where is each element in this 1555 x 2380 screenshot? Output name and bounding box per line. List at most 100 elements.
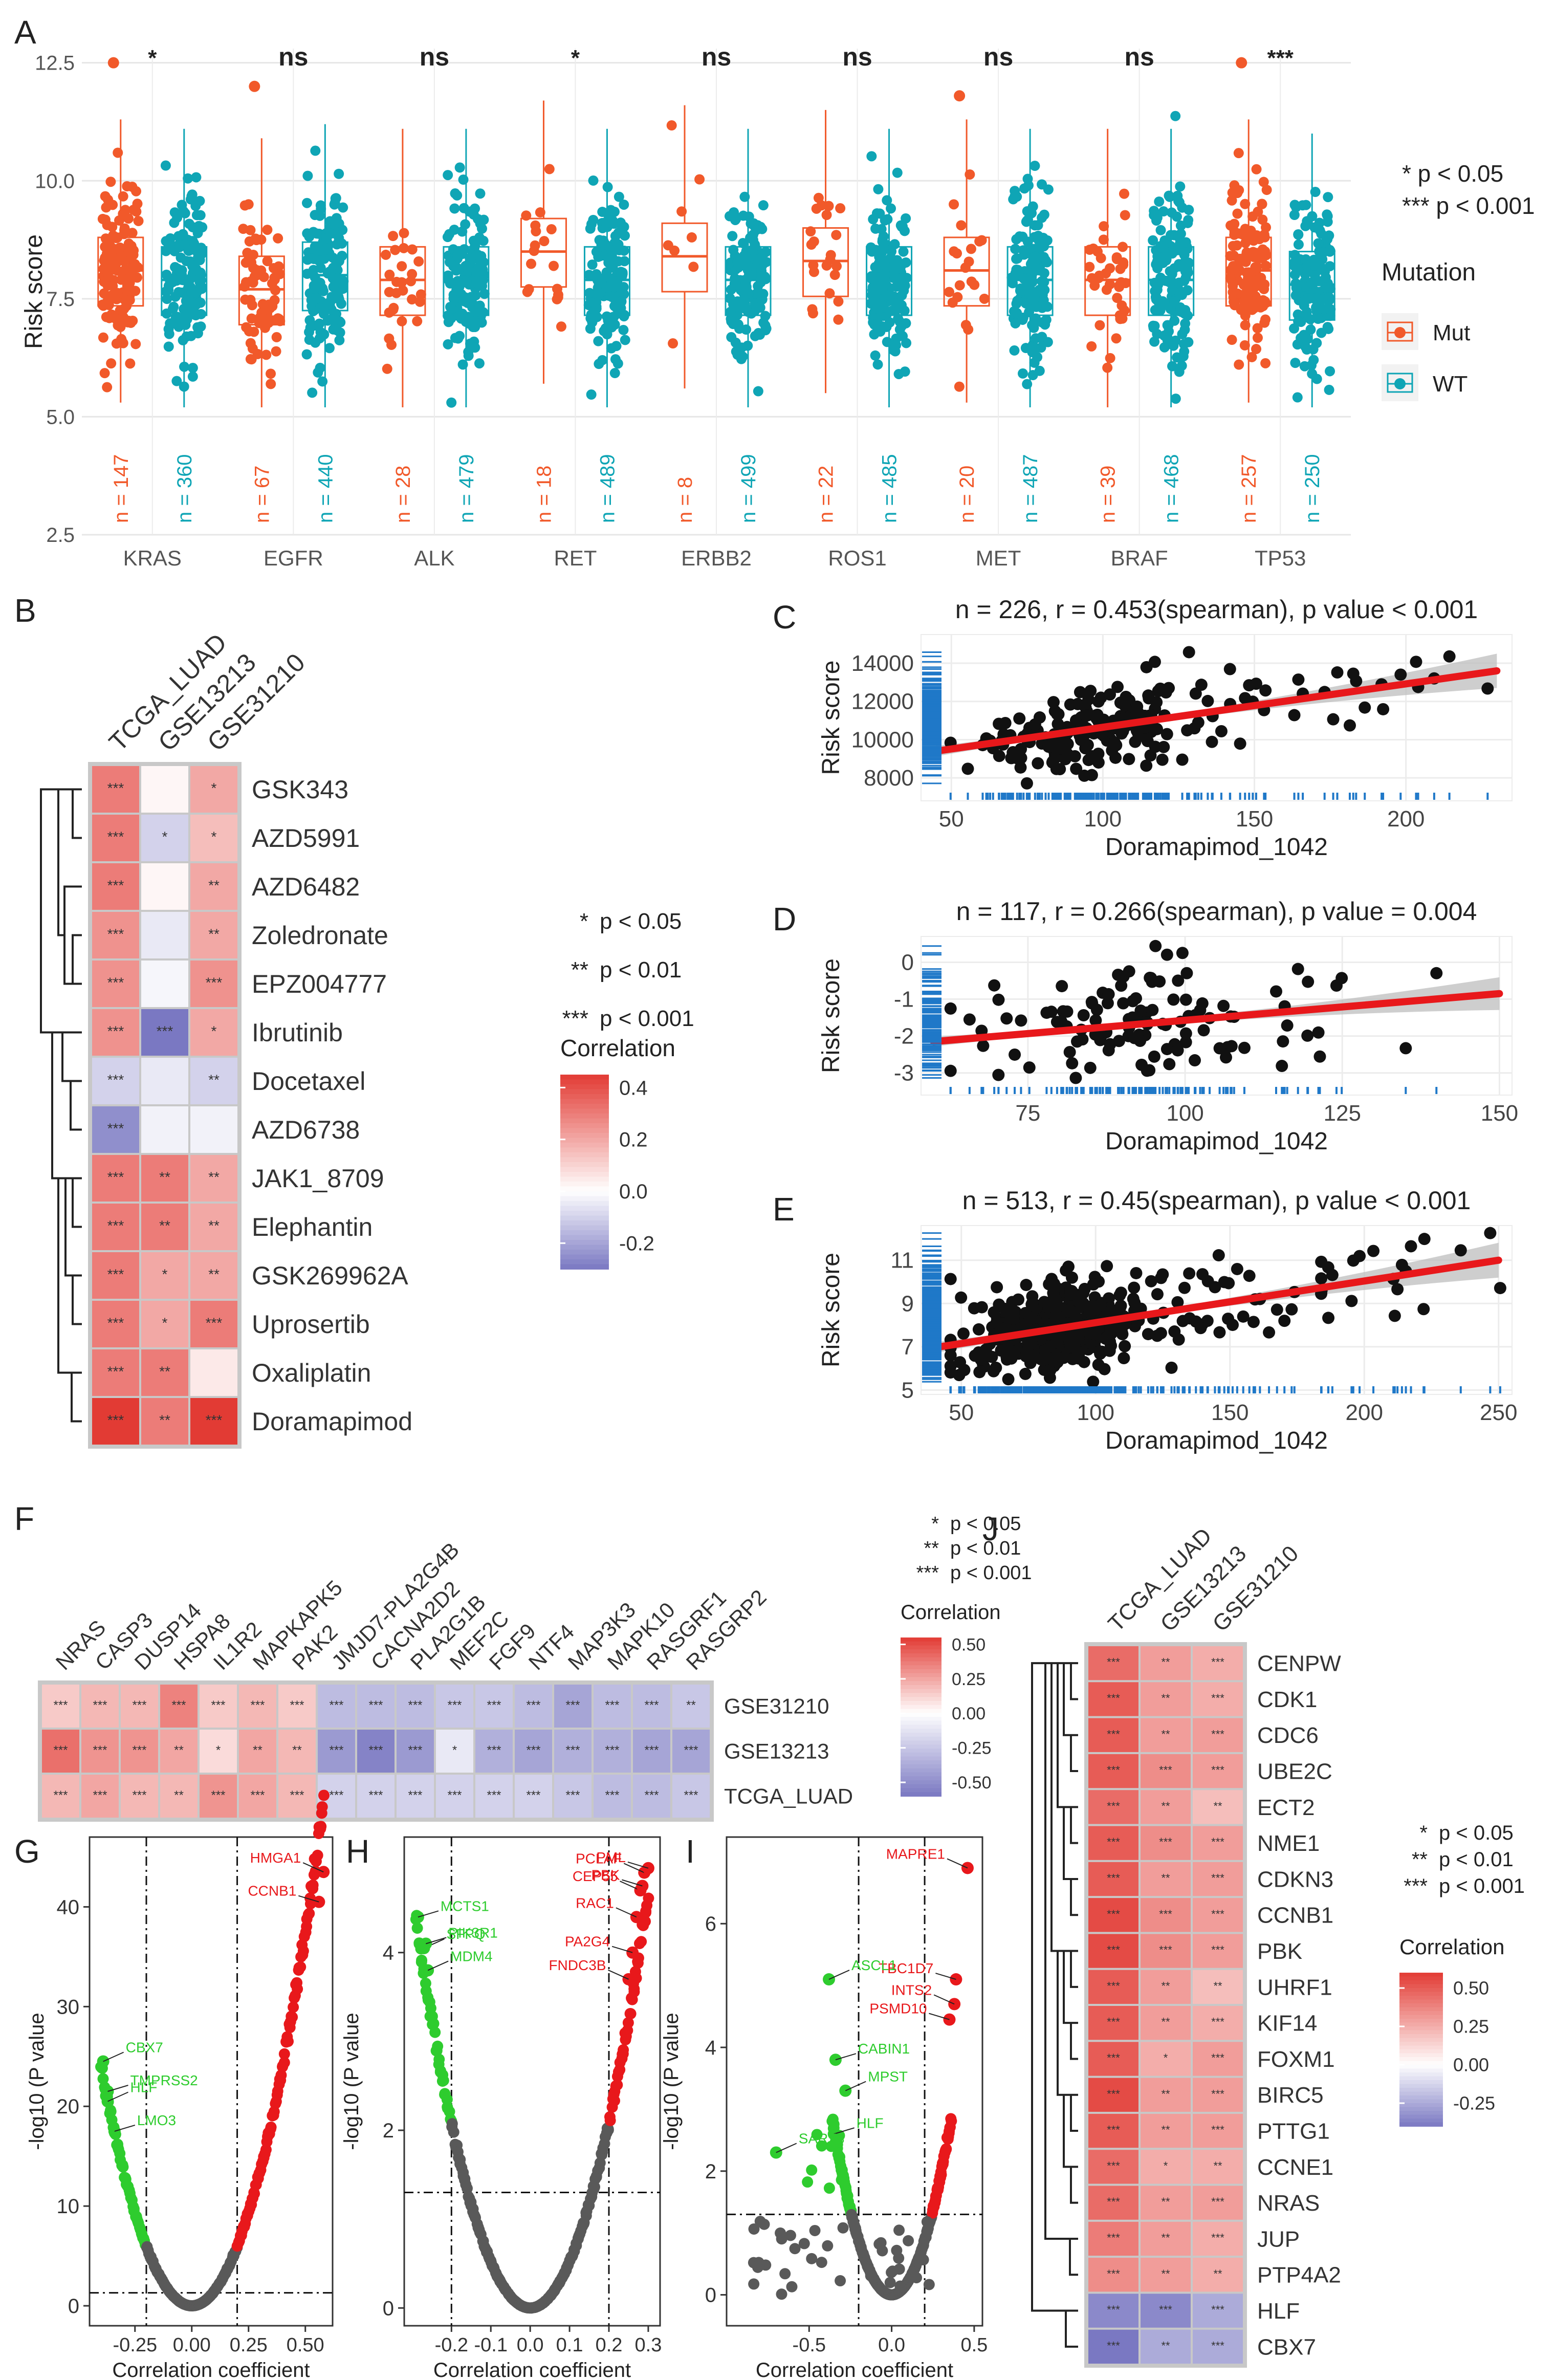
colorbar-step [1399,2045,1443,2050]
sig-symbol: ** [924,1538,939,1559]
heatmap-cell [141,912,188,958]
x-tick-label: RET [554,546,597,570]
data-point [1174,277,1185,288]
data-point [1257,214,1268,225]
outlier-point [107,57,119,69]
significance-label: * [571,46,580,71]
heatmap-cell [81,1730,119,1773]
data-point [893,368,904,379]
data-point [729,207,739,217]
data-point [1164,190,1174,201]
row-label: FOXM1 [1257,2047,1335,2072]
data-point [470,342,480,353]
data-point [1292,673,1305,686]
data-point [992,993,1005,1006]
n-label: n = 485 [879,454,901,523]
data-point [110,256,121,267]
data-point [1078,1356,1090,1368]
colorbar-step [1399,2049,1443,2054]
data-point [1038,1296,1050,1308]
data-point [1243,1270,1256,1282]
data-point [97,213,108,224]
data-point [1311,374,1322,384]
colorbar-step [901,1733,941,1737]
data-point [1201,694,1214,707]
data-point [609,281,620,292]
data-point [1317,294,1328,305]
data-point [1009,1048,1021,1061]
heatmap-cell [239,1730,276,1773]
sig-text: p < 0.05 [1439,1822,1514,1844]
heatmap-cell [397,1775,434,1818]
data-point [727,231,738,242]
significance-star: *** [250,1698,265,1712]
data-point [1018,245,1028,256]
data-point [1018,312,1028,323]
data-point [1324,384,1334,395]
data-point [1190,1315,1202,1328]
heatmap-cell [92,1155,139,1202]
data-point [183,245,194,256]
data-point [1324,245,1335,255]
row-label: HLF [1257,2299,1300,2324]
data-point [1177,329,1188,340]
data-point [322,244,333,255]
row-label: UHRF1 [1257,1975,1332,2000]
heatmap-cell [1088,2294,1138,2328]
n-label: n = 39 [1097,466,1120,523]
data-point [1167,248,1177,259]
data-point [109,264,120,275]
data-point [866,246,877,257]
colorbar-step [901,1709,941,1714]
significance-star: *** [1211,1764,1224,1777]
heatmap-cell [1088,2150,1138,2184]
data-point [247,343,258,354]
data-point [1291,282,1302,293]
heatmap-cell [1193,1826,1243,1860]
y-tick-label: 7.5 [46,288,75,311]
colorbar-step [560,1075,609,1080]
data-point [1065,1288,1078,1301]
significance-star: ** [1161,1692,1170,1705]
data-point [1085,996,1098,1009]
data-point [899,285,909,296]
n-label: n = 28 [392,466,414,523]
x-tick-label: 100 [1077,1400,1114,1425]
significance-star: ** [174,1788,184,1802]
data-point [1195,679,1208,691]
data-point [1037,179,1047,190]
data-point [1025,1298,1038,1311]
significance-star: ** [1161,2339,1170,2352]
data-point [258,272,269,282]
row-label: Zoledronate [252,921,388,950]
colorbar-step [1399,1988,1443,1993]
colorbar-step [901,1669,941,1674]
data-point [1231,1262,1243,1275]
data-point [1160,728,1173,740]
significance-star: *** [1107,2195,1120,2208]
data-point [331,315,341,325]
heatmap-cell [92,1349,139,1396]
heatmap-cell [1193,2150,1243,2184]
data-point [98,332,108,343]
significance-star: *** [1159,1944,1172,1956]
data-point [944,1360,957,1372]
significance-star: *** [107,878,124,893]
heatmap-cell [92,1106,139,1153]
data-point [1061,1305,1074,1318]
data-point [587,259,598,270]
colorbar-step [1399,2068,1443,2073]
panel-letter-B: B [14,592,36,629]
data-point [1179,993,1192,1006]
significance-star: *** [526,1788,540,1802]
row-label: CDC6 [1257,1723,1319,1748]
data-point [187,371,198,382]
colorbar-step [560,1084,609,1090]
legend-label: Mut [1433,320,1470,345]
data-point [179,381,189,392]
data-point [413,256,424,267]
data-point [113,147,123,158]
y-tick-label: 10.0 [35,170,75,192]
heatmap-cell [1141,1898,1191,1932]
significance-star: *** [565,1788,580,1802]
